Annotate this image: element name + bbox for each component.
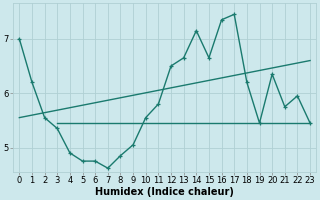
X-axis label: Humidex (Indice chaleur): Humidex (Indice chaleur): [95, 187, 234, 197]
